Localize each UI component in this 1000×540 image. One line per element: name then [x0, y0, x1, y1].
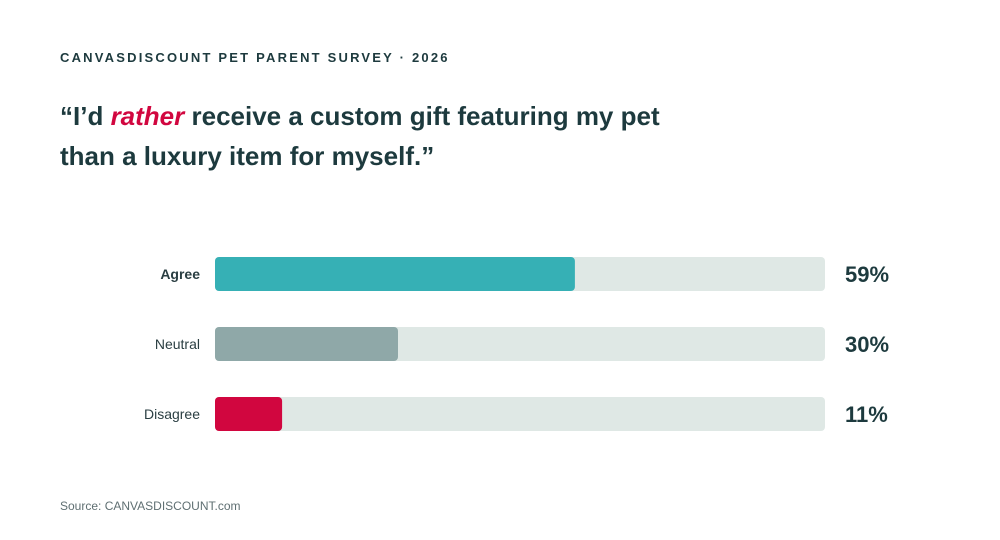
chart-headline: “I’d rather receive a custom gift featur…: [60, 96, 660, 176]
value-label-disagree: 11%: [845, 402, 888, 427]
value-label-neutral: 30%: [845, 332, 889, 357]
category-label-agree: Agree: [160, 266, 200, 282]
headline-text-end: receive a custom gift featuring my pet t…: [60, 101, 660, 171]
survey-eyebrow: CANVASDISCOUNT PET PARENT SURVEY · 2026: [60, 50, 450, 65]
category-label-neutral: Neutral: [155, 336, 200, 352]
bar-neutral: [215, 327, 398, 361]
source-note: Source: CANVASDISCOUNT.com: [60, 499, 241, 513]
value-label-agree: 59%: [845, 262, 889, 287]
bar-track-disagree: [215, 397, 825, 431]
bar-agree: [215, 257, 575, 291]
headline-text-start: “I’d: [60, 101, 111, 131]
bar-disagree: [215, 397, 283, 431]
category-label-disagree: Disagree: [144, 406, 200, 422]
headline-emphasis: rather: [110, 101, 185, 131]
